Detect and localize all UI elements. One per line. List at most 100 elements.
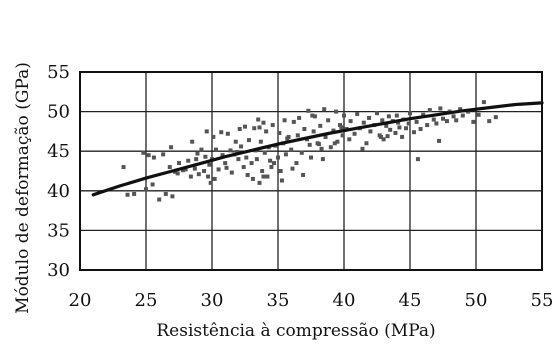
data-point [307, 142, 312, 147]
data-point [355, 111, 360, 116]
data-point [204, 129, 209, 134]
data-point [257, 125, 262, 130]
data-point [265, 174, 270, 179]
data-point [167, 165, 172, 170]
points-layer [121, 100, 498, 202]
data-point [408, 111, 412, 116]
data-point [188, 174, 193, 179]
data-point [458, 107, 463, 112]
data-point [381, 137, 386, 142]
data-point [319, 146, 324, 151]
data-point [211, 134, 216, 139]
x-axis-title: Resistência à compressão (MPa) [156, 321, 435, 341]
data-point [225, 131, 230, 136]
data-point [342, 113, 346, 118]
data-point [180, 168, 185, 173]
data-point [294, 161, 299, 166]
data-point [245, 172, 250, 177]
data-point [270, 123, 275, 128]
data-point [216, 167, 221, 172]
data-point [425, 123, 430, 128]
data-point [203, 154, 208, 159]
x-tick-label: 35 [267, 290, 290, 311]
data-point [340, 133, 345, 138]
y-tick-label: 45 [47, 141, 70, 162]
data-point [451, 114, 456, 119]
data-point [431, 117, 436, 122]
data-point [256, 117, 261, 122]
data-point [246, 138, 251, 143]
data-point [411, 130, 416, 135]
data-point [254, 157, 259, 162]
data-point [385, 134, 390, 139]
x-tick-label: 30 [201, 290, 224, 311]
data-point [132, 191, 137, 196]
data-point [487, 119, 492, 124]
data-point [282, 118, 287, 123]
x-tick-label: 45 [399, 290, 422, 311]
data-point [261, 120, 266, 125]
data-point [438, 106, 443, 111]
data-point [235, 149, 240, 154]
data-point [434, 121, 439, 126]
data-point [202, 169, 207, 173]
data-point [367, 115, 372, 120]
x-tick-label: 55 [531, 290, 554, 311]
data-point [331, 128, 336, 133]
data-point [150, 182, 155, 187]
data-point [388, 127, 393, 132]
data-point [220, 153, 225, 158]
data-point [493, 115, 498, 120]
data-point [393, 130, 398, 135]
data-point [249, 161, 254, 166]
data-point [418, 127, 423, 132]
data-point [335, 139, 340, 144]
data-point [237, 127, 242, 132]
data-point [299, 150, 304, 155]
data-point [360, 146, 365, 151]
data-point [121, 165, 126, 170]
data-point [196, 172, 201, 177]
data-point [460, 113, 465, 118]
data-point [312, 114, 317, 119]
data-point [190, 139, 195, 144]
data-point [289, 147, 294, 152]
data-point [297, 115, 302, 120]
data-point [323, 134, 328, 139]
data-point [386, 114, 391, 119]
data-point [309, 155, 313, 160]
data-point [233, 139, 238, 144]
data-point [161, 152, 166, 157]
data-point [444, 119, 449, 124]
data-point [258, 139, 263, 144]
data-point [318, 123, 323, 128]
data-point [199, 147, 204, 152]
data-point [194, 157, 199, 162]
data-point [302, 127, 307, 132]
data-point [276, 155, 280, 160]
data-point [380, 118, 385, 123]
data-point [192, 166, 197, 171]
data-point [316, 142, 321, 147]
y-tick-label: 30 [47, 260, 70, 281]
data-point [260, 169, 265, 173]
x-tick-labels: 20 25 30 35 40 45 50 55 [69, 290, 554, 311]
data-point [264, 129, 269, 134]
data-point [146, 153, 151, 158]
data-point [397, 125, 402, 130]
data-point [244, 155, 249, 160]
data-point [326, 118, 331, 123]
data-point [277, 130, 282, 135]
data-point [239, 144, 244, 149]
data-point [348, 119, 353, 124]
data-point [328, 145, 333, 150]
data-point [310, 113, 315, 118]
data-point [236, 157, 241, 162]
data-point [186, 158, 191, 163]
data-point [207, 162, 212, 167]
data-point [301, 172, 306, 177]
data-point [272, 161, 277, 166]
data-point [339, 125, 344, 130]
data-point [219, 130, 224, 135]
data-point [279, 178, 284, 183]
